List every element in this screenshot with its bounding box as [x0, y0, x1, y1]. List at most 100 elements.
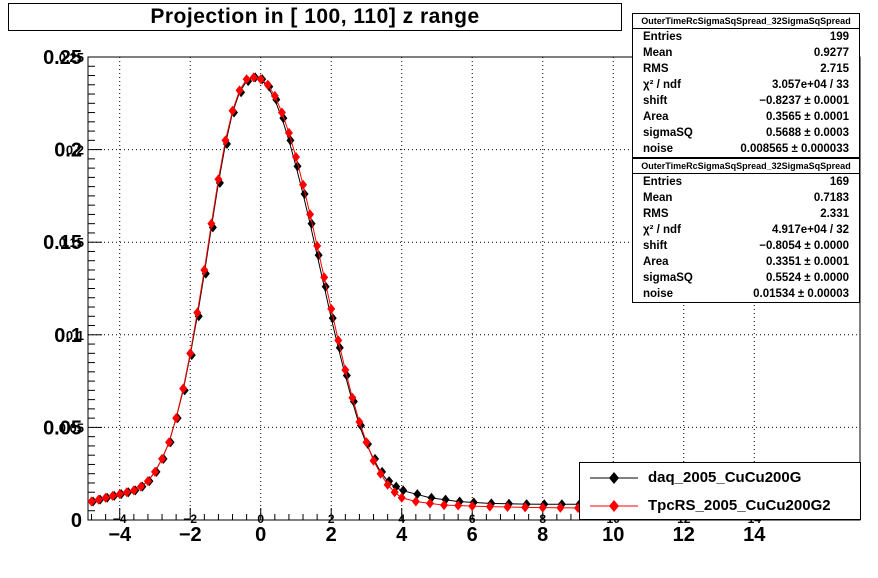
data-point	[179, 383, 188, 394]
legend-marker-daq	[590, 472, 638, 484]
data-point	[136, 481, 145, 492]
chart-title-box: Projection in [ 100, 110] z range	[8, 3, 622, 31]
data-point	[306, 209, 315, 220]
y-tick-label: 0.15	[43, 232, 82, 254]
data-point	[284, 127, 293, 138]
legend-label-tpcrs: TpcRS_2005_CuCu200G2	[648, 497, 831, 514]
stats-row: χ² / ndf 3.057e+04 / 33	[633, 77, 859, 93]
data-point	[228, 105, 237, 116]
x-tick-label-overlay: 2	[328, 512, 335, 526]
stats-row-label: shift	[643, 240, 668, 252]
stats-row-label: shift	[643, 95, 668, 107]
stats-row: shift −0.8237 ± 0.0001	[633, 93, 859, 109]
series-line	[91, 76, 614, 509]
x-tick-label-overlay: 4	[398, 512, 405, 526]
legend: daq_2005_CuCu200G TpcRS_2005_CuCu200G2	[579, 462, 861, 520]
data-point	[286, 135, 295, 146]
data-point	[327, 303, 336, 314]
stats-row-label: sigmaSQ	[643, 272, 693, 284]
data-point	[362, 437, 371, 448]
data-point	[214, 174, 223, 185]
data-point	[299, 179, 308, 190]
data-point	[150, 466, 159, 477]
stats-row: sigmaSQ 0.5688 ± 0.0003	[633, 125, 859, 141]
data-point	[348, 392, 357, 403]
y-tick-label: 0.1	[54, 325, 82, 347]
x-tick-label-overlay: 0	[257, 512, 264, 526]
stats-row: Area 0.3351 ± 0.0001	[633, 254, 859, 270]
stats-row-label: Area	[643, 111, 669, 123]
data-point	[101, 492, 110, 503]
stats-row: noise 0.01534 ± 0.00003	[633, 286, 859, 302]
data-point	[397, 492, 406, 503]
y-tick-label: 0.05	[43, 417, 82, 439]
stats-row-label: Entries	[643, 176, 682, 188]
data-point	[411, 496, 420, 507]
stats-row-value: 4.917e+04 / 32	[771, 224, 849, 236]
data-point	[369, 455, 378, 466]
y-tick-label-overlay: 0.2	[66, 143, 84, 158]
stats-box-daq: OuterTimeRcSigmaSqSpread_32SigmaSqSpread…	[632, 13, 860, 158]
data-point	[320, 272, 329, 283]
data-point	[256, 74, 265, 85]
stats-row-value: 0.9277	[813, 47, 849, 59]
data-point	[129, 485, 138, 496]
x-tick-label: 12	[673, 524, 695, 546]
data-point	[485, 501, 494, 512]
data-point	[413, 489, 422, 500]
y-tick-label: 0.2	[54, 140, 82, 162]
stats-row-value: 0.3351 ± 0.0001	[765, 256, 849, 268]
data-point	[165, 437, 174, 448]
stats-box-tpcrs: OuterTimeRcSigmaSqSpread_32SigmaSqSpread…	[632, 158, 860, 303]
stats-row-value: 3.057e+04 / 33	[771, 79, 849, 91]
data-point	[300, 189, 309, 200]
data-point	[321, 281, 330, 292]
data-point	[468, 501, 477, 512]
stats-row-value: 0.5688 ± 0.0003	[765, 127, 849, 139]
stats-row-value: −0.8054 ± 0.0000	[759, 240, 849, 252]
stats-row-value: 0.5524 ± 0.0000	[765, 272, 849, 284]
stats-row: Entries 199	[633, 29, 859, 45]
y-tick-label-overlay: 0.05	[59, 420, 84, 435]
x-tick-label-overlay: −4	[113, 512, 127, 526]
chart-title: Projection in [ 100, 110] z range	[150, 5, 480, 28]
data-point	[193, 307, 202, 318]
stats-row: Area 0.3565 ± 0.0001	[633, 109, 859, 125]
series-tpcrs	[87, 72, 618, 514]
x-tick-label: 2	[326, 524, 337, 546]
data-point	[454, 500, 463, 511]
stats-row-label: Mean	[643, 47, 673, 59]
stats-row-value: 2.331	[820, 208, 849, 220]
data-point	[249, 72, 258, 83]
data-point	[270, 90, 279, 101]
data-point	[376, 468, 385, 479]
stats-row-label: Entries	[643, 31, 682, 43]
data-point	[186, 348, 195, 359]
x-tick-label: 4	[396, 524, 408, 546]
data-point	[503, 502, 512, 513]
stats-row-label: RMS	[643, 63, 669, 75]
data-point	[235, 85, 244, 96]
stats-row: noise 0.008565 ± 0.000033	[633, 141, 859, 157]
stats-row: Mean 0.9277	[633, 45, 859, 61]
stats-row-label: sigmaSQ	[643, 127, 693, 139]
data-point	[291, 152, 300, 163]
data-point	[425, 498, 434, 509]
data-point	[328, 313, 337, 324]
x-tick-label: −4	[108, 524, 132, 546]
data-point	[313, 240, 322, 251]
data-point	[158, 453, 167, 464]
data-point	[242, 74, 251, 85]
data-point	[556, 502, 565, 513]
stats-row: shift −0.8054 ± 0.0000	[633, 238, 859, 254]
data-point	[87, 496, 96, 507]
data-point	[207, 218, 216, 229]
stats-row-label: Area	[643, 256, 669, 268]
stats-row: RMS 2.331	[633, 206, 859, 222]
stats-row: RMS 2.715	[633, 61, 859, 77]
stats-row: Entries 169	[633, 174, 859, 190]
stats-box-header: OuterTimeRcSigmaSqSpread_32SigmaSqSpread	[633, 14, 859, 29]
data-point	[277, 107, 286, 118]
data-point	[341, 364, 350, 375]
